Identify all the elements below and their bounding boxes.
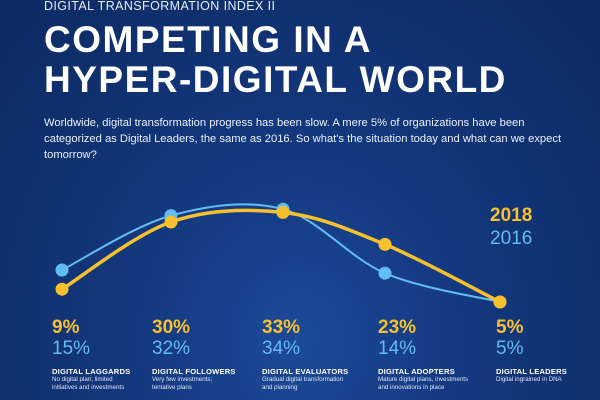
headline-line-2: HYPER-DIGITAL WORLD xyxy=(44,59,507,100)
headline-line-1: COMPETING IN A xyxy=(44,19,372,60)
segment-desc-line-1: Digital ingrained in DNA xyxy=(496,376,562,383)
pct-2018-label: 23% xyxy=(378,317,417,338)
intro-paragraph: Worldwide, digital transformation progre… xyxy=(44,117,562,161)
segment-name: DIGITAL FOLLOWERS xyxy=(152,367,236,376)
segment-name: DIGITAL ADOPTERS xyxy=(378,367,455,376)
segment-followers: 30% 32% DIGITAL FOLLOWERS Very few inves… xyxy=(152,318,236,391)
pct-2018-label: 33% xyxy=(262,317,301,338)
series-2016-line xyxy=(61,203,501,303)
segment-laggards: 9% 15% DIGITAL LAGGARDS No digital plan;… xyxy=(52,318,130,391)
segment-name: DIGITAL EVALUATORS xyxy=(262,367,349,376)
segment-leaders: 5% 5% DIGITAL LEADERS Digital ingrained … xyxy=(496,318,567,384)
point-2018-2 xyxy=(164,215,178,229)
point-2016-4 xyxy=(378,266,392,280)
segment-desc-line-1: Very few investments; xyxy=(152,376,213,383)
kicker-title: DIGITAL TRANSFORMATION INDEX II xyxy=(44,0,276,13)
pct-2016-label: 34% xyxy=(262,338,301,359)
segment-desc-line-2: tentative plans xyxy=(152,383,192,391)
point-2018-1 xyxy=(55,282,69,296)
segment-desc-line-2: initiatives and investments xyxy=(52,383,125,391)
pct-2016-label: 5% xyxy=(496,338,524,359)
segment-name: DIGITAL LAGGARDS xyxy=(52,367,131,376)
pct-2016-label: 14% xyxy=(378,338,417,359)
pct-2018-label: 30% xyxy=(152,317,191,338)
legend-2018: 2018 xyxy=(490,205,533,226)
segment-desc-line-2: and innovations in place xyxy=(378,383,445,391)
segment-desc-line-1: Mature digital plans, investments xyxy=(378,376,469,383)
pct-2018-label: 9% xyxy=(52,317,80,338)
legend-2016: 2016 xyxy=(490,228,533,249)
point-2018-3 xyxy=(276,205,290,219)
point-2018-5 xyxy=(493,295,507,309)
segment-name: DIGITAL LEADERS xyxy=(496,367,568,376)
segment-desc-line-2: and planning xyxy=(262,383,298,391)
segment-desc-line-1: Gradual digital transformation xyxy=(262,376,344,383)
point-2016-1 xyxy=(55,263,69,277)
segment-desc-line-1: No digital plan; limited xyxy=(52,376,113,383)
segment-adopters: 23% 14% DIGITAL ADOPTERS Mature digital … xyxy=(378,318,468,391)
point-2018-4 xyxy=(378,237,392,251)
pct-2016-label: 32% xyxy=(152,338,191,359)
pct-2018-label: 5% xyxy=(496,317,524,338)
segment-evaluators: 33% 34% DIGITAL EVALUATORS Gradual digit… xyxy=(262,318,348,391)
pct-2016-label: 15% xyxy=(52,338,91,359)
headline: COMPETING IN A HYPER-DIGITAL WORLD xyxy=(44,20,507,100)
